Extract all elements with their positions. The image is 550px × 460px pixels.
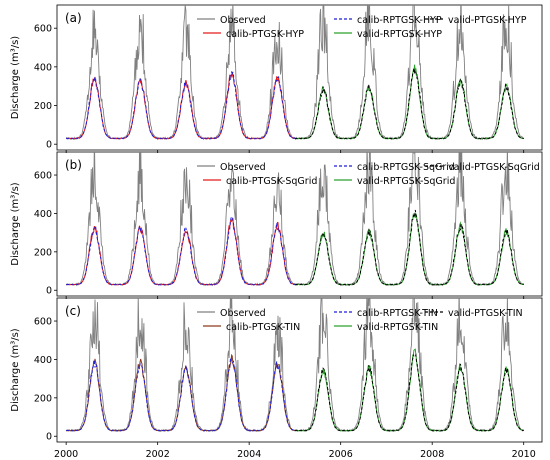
legend: Observed calib-RPTGSK-HYP valid-PTGSK-HYP c…: [197, 15, 527, 40]
legend-label: valid-RPTGSK-TIN: [357, 322, 438, 333]
y-tick-label: 600: [34, 24, 52, 35]
plot-frame: [56, 297, 543, 443]
legend-label: valid-RPTGSK-HYP: [357, 29, 442, 40]
legend-label: calib-PTGSK-TIN: [226, 322, 300, 333]
legend-label: Observed: [220, 162, 266, 173]
series-line-observed: [65, 5, 525, 141]
panel-1: 0 200 400 600 Discharge (m³/s) (a) Observed cal…: [10, 4, 543, 153]
legend-label: valid-PTGSK-TIN: [448, 308, 523, 319]
y-axis-label: Discharge (m³/s): [10, 328, 21, 411]
series-line-observed: [65, 298, 525, 433]
legend-label: calib-RPTGSK-HYP: [357, 15, 442, 26]
series-line-calib-rptgsk-tin: [66, 357, 296, 432]
y-tick-label: 0: [46, 140, 52, 151]
legend: Observed calib-RPTGSK-TIN valid-PTGSK-TIN c…: [197, 308, 523, 333]
y-axis-label: Discharge (m³/s): [10, 36, 21, 119]
series-line-valid-ptgsk-tin: [294, 353, 524, 432]
series-line-observed: [65, 152, 525, 287]
panel-label: (a): [65, 11, 82, 25]
x-tick-label: 2010: [512, 449, 536, 460]
panel-3: 0 200 400 600 2000 2002 2004 2006 2008 2010 Discha…: [10, 297, 543, 460]
legend-label: calib-RPTGSK-TIN: [357, 308, 438, 319]
panel-label: (b): [65, 158, 82, 172]
y-tick-label: 200: [34, 247, 52, 258]
x-tick-label: 2002: [146, 449, 170, 460]
plot-frame: [56, 4, 543, 151]
plot-frame: [56, 151, 543, 297]
series-group: [65, 298, 525, 433]
legend-label: Observed: [220, 15, 266, 26]
legend-label: calib-PTGSK-SqGrid: [226, 176, 317, 187]
y-tick-label: 0: [46, 432, 52, 443]
y-tick-label: 200: [34, 101, 52, 112]
x-tick-label: 2006: [329, 449, 353, 460]
y-tick-label: 600: [34, 171, 52, 182]
x-tick-label: 2000: [54, 449, 78, 460]
x-tick-label: 2008: [420, 449, 444, 460]
series-line-valid-ptgsk-hyp: [294, 68, 525, 140]
series-line-calib-ptgsk-tin: [66, 353, 296, 432]
y-tick-label: 400: [34, 355, 52, 366]
panel-label: (c): [65, 304, 81, 318]
y-tick-label: 0: [46, 286, 52, 297]
legend: Observed calib-RPTGSK-SqGridvalid-PTGSK-S…: [197, 162, 540, 187]
y-tick-label: 400: [34, 209, 52, 220]
y-axis-label: Discharge (m³/s): [10, 182, 21, 265]
x-tick-label: 2004: [237, 449, 261, 460]
legend-label: valid-PTGSK-HYP: [448, 15, 527, 26]
legend-label: calib-RPTGSK-SqGrid: [357, 162, 455, 173]
series-group: [65, 152, 525, 287]
y-tick-label: 600: [34, 317, 52, 328]
series-line-valid-rptgsk-sqgrid: [294, 213, 524, 286]
series-line-calib-rptgsk-sqgrid: [65, 215, 296, 286]
legend-label: valid-PTGSK-SqGrid: [448, 162, 540, 173]
y-tick-label: 400: [34, 62, 52, 73]
legend-label: calib-PTGSK-HYP: [226, 29, 304, 40]
series-group: [65, 5, 525, 141]
legend-label: valid-RPTGSK-SqGrid: [357, 176, 455, 187]
panel-2: 0 200 400 600 Discharge (m³/s) (b) Observed cal…: [10, 151, 543, 299]
legend-label: Observed: [220, 308, 266, 319]
y-tick-label: 200: [34, 393, 52, 404]
series-line-calib-rptgsk-hyp: [65, 71, 296, 140]
series-line-valid-ptgsk-sqgrid: [294, 209, 524, 286]
